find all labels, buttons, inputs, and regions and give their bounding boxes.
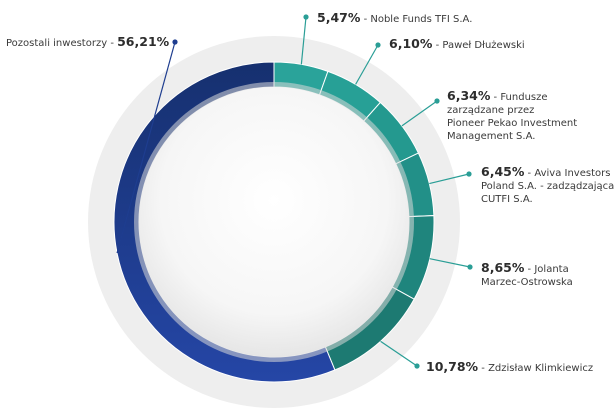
slice-label-percent: 5,47%: [317, 10, 361, 25]
slice-label-name-line-1: Fundusze: [500, 92, 548, 103]
slice-label-name-line-4: Management S.A.: [447, 131, 536, 142]
slice-label-name-line-2: Poland S.A. - zadządzająca: [481, 181, 615, 192]
leader-line-3: [401, 100, 438, 127]
leader-line-2: [355, 44, 379, 85]
slice-label-zdzislaw-klimkiewicz: 10,78% - Zdzisław Klimkiewicz: [426, 359, 594, 374]
leader-line-5: [429, 258, 471, 268]
slice-label-percent: 10,78%: [426, 359, 479, 374]
slice-label-pioneer-pekao: 6,34% - Fundusze zarządzane przez Pionee…: [447, 88, 578, 142]
donut-hole: [139, 87, 409, 357]
slice-label-name-line-3: CUTFI S.A.: [481, 194, 533, 205]
leader-line-7: [116, 41, 176, 254]
slice-label-name-line-1: Aviva Investors: [534, 168, 611, 179]
slice-label-percent: 6,45%: [481, 164, 525, 179]
slice-label-noble-funds: 5,47% - Noble Funds TFI S.A.: [317, 10, 473, 25]
slice-label-pozostali-inwestorzy: Pozostali inwestorzy - 56,21%: [6, 34, 170, 49]
leader-dot-5: [467, 264, 473, 270]
slice-label-name-line-3: Pioneer Pekao Investment: [447, 118, 578, 129]
leader-dot-2: [375, 42, 381, 48]
leader-dot-3: [434, 98, 440, 104]
leader-line-1: [300, 16, 307, 65]
leader-dot-1: [303, 14, 309, 20]
slice-label-percent: 6,10%: [389, 36, 433, 51]
leader-dot-4: [466, 171, 472, 177]
slice-label-name-line-1: Jolanta: [534, 264, 569, 275]
leader-line-6: [380, 340, 418, 367]
leader-dot-6: [414, 363, 420, 369]
slice-label-name-line-2: Marzec-Ostrowska: [481, 277, 573, 288]
leader-dot-7: [172, 39, 178, 45]
slice-label-name-line-2: zarządzane przez: [447, 105, 535, 116]
slice-label-percent: 6,34%: [447, 88, 491, 103]
slice-label-name: Noble Funds TFI S.A.: [370, 14, 473, 25]
slice-label-jolanta-marzec-ostrowska: 8,65% - Jolanta Marzec-Ostrowska: [481, 260, 573, 288]
slice-label-pawel-dluzewski: 6,10% - Paweł Dłużewski: [389, 36, 525, 51]
slice-label-percent: 56,21%: [117, 34, 170, 49]
slice-label-aviva-investors: 6,45% - Aviva Investors Poland S.A. - za…: [481, 164, 615, 205]
leader-line-4: [429, 173, 470, 185]
slice-label-percent: 8,65%: [481, 260, 525, 275]
slice-label-name: Zdzisław Klimkiewicz: [488, 363, 594, 374]
slice-label-name: Paweł Dłużewski: [442, 40, 525, 51]
slice-label-name: Pozostali inwestorzy: [6, 38, 108, 49]
